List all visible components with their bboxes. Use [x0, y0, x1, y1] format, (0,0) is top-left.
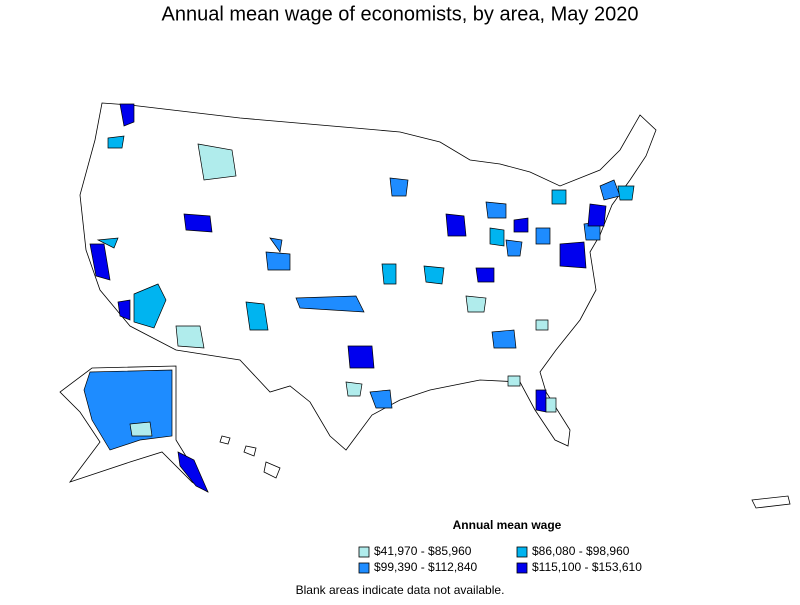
- footnote: Blank areas indicate data not available.: [296, 583, 505, 597]
- map-area: [347, 345, 375, 369]
- map-area: [389, 177, 409, 197]
- legend-label: $115,100 - $153,610: [532, 560, 642, 574]
- map-area: [535, 389, 547, 413]
- map-area: [197, 143, 237, 181]
- legend-label: $86,080 - $98,960: [532, 544, 630, 558]
- map-area: [183, 213, 213, 233]
- hawaii: [243, 445, 257, 457]
- map-area: [295, 295, 365, 313]
- hawaii: [219, 435, 231, 445]
- contiguous-us: [79, 102, 657, 451]
- map-area: [129, 421, 153, 437]
- map-area: [175, 325, 205, 349]
- puerto-rico: [751, 495, 791, 509]
- map-area: [507, 375, 521, 387]
- map-area: [617, 185, 635, 201]
- map-area: [133, 283, 167, 329]
- map-area: [269, 237, 283, 253]
- map-area: [369, 389, 393, 409]
- map-area: [117, 299, 131, 321]
- map-area: [513, 217, 529, 233]
- map-area: [489, 227, 505, 247]
- map-area: [505, 239, 523, 257]
- legend-swatch: [358, 546, 370, 558]
- map-area: [345, 381, 363, 397]
- map-area: [465, 295, 487, 313]
- map: [59, 102, 791, 509]
- map-area: [107, 135, 125, 149]
- map-area: [96, 237, 119, 249]
- hawaii: [263, 461, 281, 479]
- map-area: [551, 189, 567, 205]
- legend-swatch: [516, 546, 528, 558]
- map-area: [119, 103, 135, 127]
- legend-label: $99,390 - $112,840: [374, 560, 478, 574]
- map-area: [485, 201, 507, 219]
- map-area: [475, 267, 495, 283]
- map-area: [559, 241, 587, 269]
- map-area: [265, 251, 291, 271]
- map-area: [491, 329, 517, 349]
- legend-swatch: [358, 562, 370, 574]
- map-area: [535, 227, 551, 245]
- map-area: [177, 451, 209, 493]
- map-area: [89, 243, 111, 281]
- legend-title: Annual mean wage: [453, 518, 562, 532]
- map-area: [545, 397, 557, 413]
- map-title: Annual mean wage of economists, by area,…: [162, 3, 639, 25]
- map-area: [381, 263, 397, 285]
- map-area: [245, 301, 269, 331]
- legend-swatch: [516, 562, 528, 574]
- map-area: [445, 213, 467, 237]
- map-area: [423, 265, 445, 285]
- map-area: [587, 203, 607, 227]
- legend-label: $41,970 - $85,960: [374, 544, 472, 558]
- map-area: [535, 319, 549, 331]
